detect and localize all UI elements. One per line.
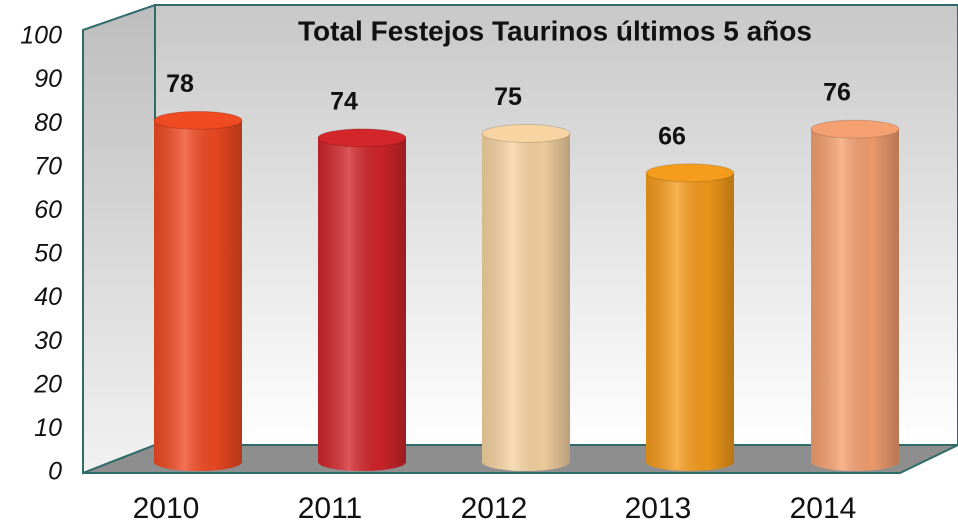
value-label: 66 [658,123,686,151]
x-tick-label: 2014 [790,492,857,525]
x-tick-label: 2011 [298,492,363,525]
value-label: 75 [494,83,522,111]
y-tick-label: 70 [34,152,62,180]
bar-top [153,110,243,130]
y-tick-label: 80 [34,109,62,137]
y-tick-label: 100 [20,22,62,50]
y-tick-label: 10 [34,414,62,442]
bar-shade [482,133,570,471]
bar-top [810,119,900,139]
value-label: 78 [166,70,194,98]
bar-top [481,124,571,143]
y-tick-label: 0 [48,458,62,486]
bar-shade [811,129,899,471]
bar-top [317,128,407,148]
y-tick-label: 60 [34,196,62,224]
bar-shade [154,120,242,472]
x-tick-label: 2010 [133,492,200,525]
bar-shade [318,137,406,471]
x-tick-label: 2012 [461,492,528,525]
value-label: 76 [823,79,851,107]
value-label: 74 [330,87,358,115]
y-tick-label: 20 [33,370,62,398]
bar-top [645,163,735,183]
chart-title: Total Festejos Taurinos últimos 5 años [298,15,812,46]
bar-shade [646,172,734,471]
side-wall [82,3,156,475]
y-tick-label: 50 [34,240,62,268]
y-tick-label: 30 [34,327,62,355]
x-tick-label: 2013 [625,492,692,525]
y-tick-label: 40 [34,283,62,311]
y-tick-label: 90 [34,65,62,93]
